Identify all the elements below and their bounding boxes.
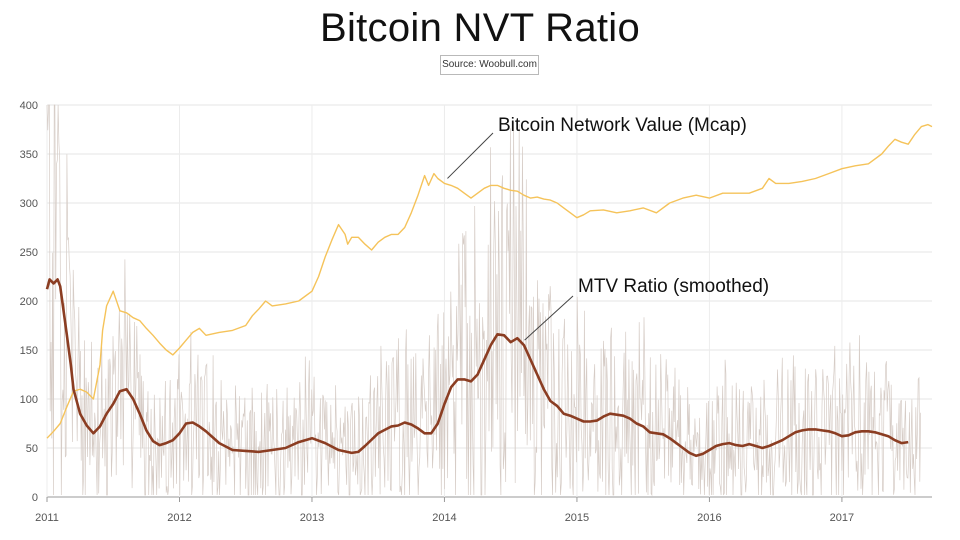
mtv-annotation-label: MTV Ratio (smoothed) — [578, 276, 769, 297]
x-tick-label: 2012 — [167, 512, 191, 524]
mcap-annotation-leader — [447, 132, 494, 179]
y-tick-label: 300 — [20, 198, 38, 210]
y-tick-label: 150 — [20, 345, 38, 357]
y-tick-label: 100 — [20, 394, 38, 406]
mtv-annotation-leader — [524, 295, 574, 341]
y-tick-label: 350 — [20, 149, 38, 161]
y-tick-label: 400 — [20, 100, 38, 112]
x-tick-label: 2015 — [565, 512, 589, 524]
chart-title: Bitcoin NVT Ratio — [319, 6, 641, 50]
source-link[interactable]: Source: Woobull.com — [440, 55, 539, 75]
x-tick-label: 2016 — [697, 512, 721, 524]
mcap-annotation-label: Bitcoin Network Value (Mcap) — [498, 115, 747, 136]
x-tick-label: 2013 — [300, 512, 324, 524]
y-tick-label: 200 — [20, 296, 38, 308]
y-tick-label: 250 — [20, 247, 38, 259]
mcap-line — [46, 123, 933, 439]
y-tick-label: 0 — [32, 492, 38, 504]
mtv-smoothed-line — [45, 278, 909, 458]
x-tick-label: 2017 — [830, 512, 854, 524]
x-tick-label: 2014 — [432, 512, 456, 524]
x-tick-label: 2011 — [35, 512, 59, 524]
mtv-daily-line — [46, 104, 921, 497]
y-tick-label: 50 — [26, 443, 38, 455]
